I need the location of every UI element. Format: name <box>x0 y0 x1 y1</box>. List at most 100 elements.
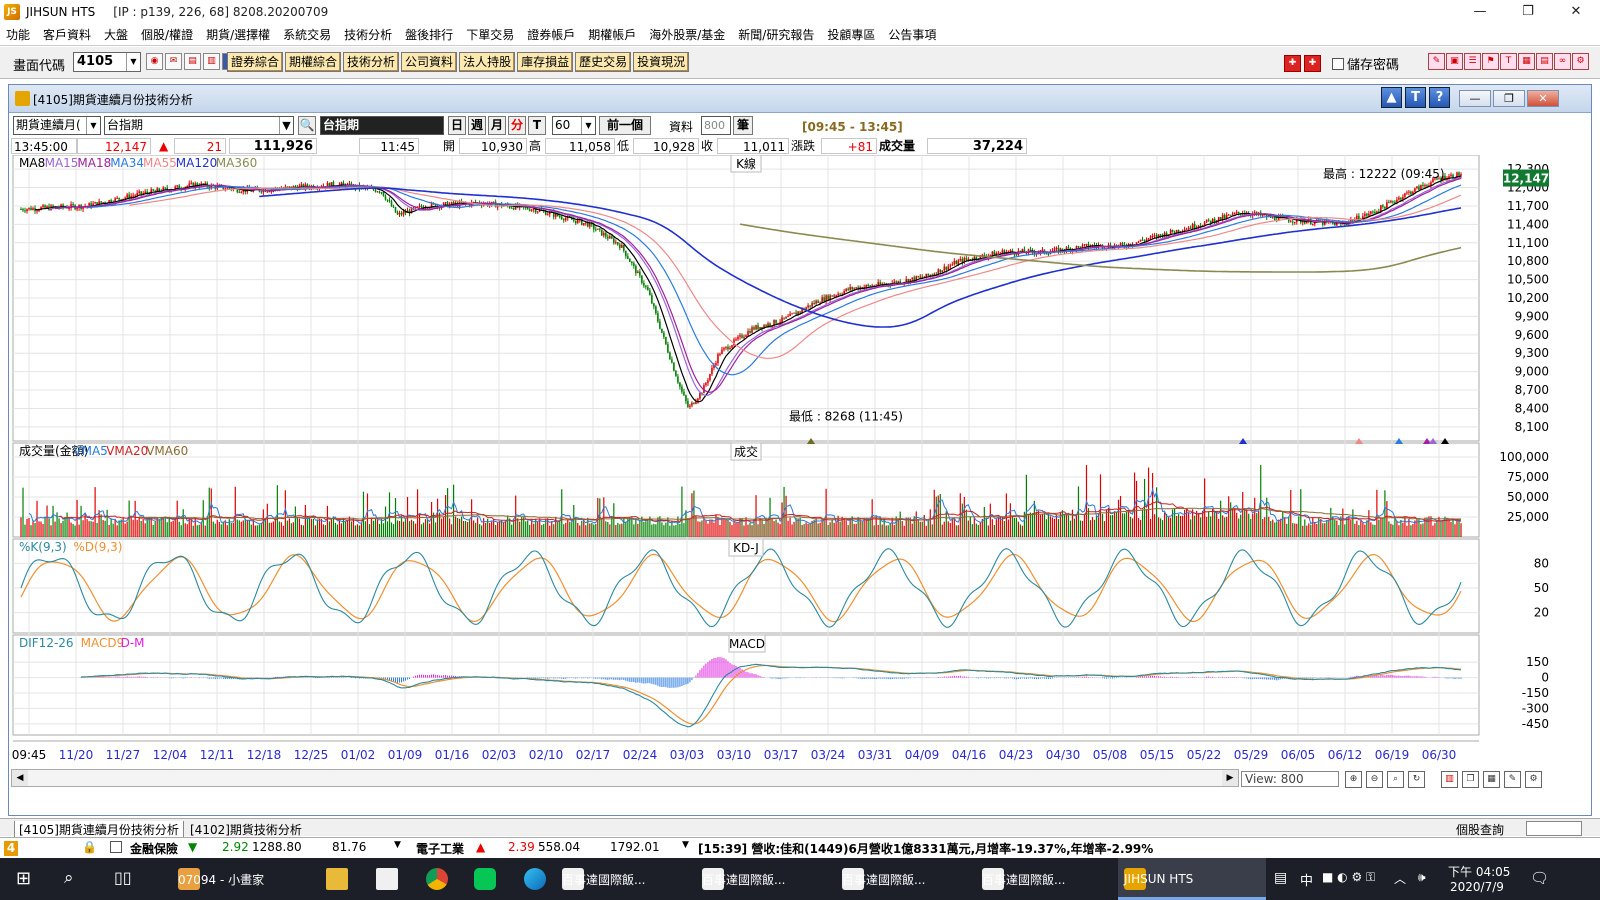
menu-item-6[interactable]: 技術分析 <box>344 28 393 42</box>
chrome-icon[interactable] <box>426 868 448 890</box>
pen-button[interactable]: 筆 <box>733 116 753 135</box>
child-close-button[interactable]: ✕ <box>1527 90 1559 107</box>
minimize-button[interactable]: — <box>1473 4 1487 19</box>
scroll-right-icon[interactable]: ▶ <box>1222 770 1238 786</box>
menu-item-8[interactable]: 下單交易 <box>466 28 515 42</box>
edge-icon[interactable] <box>524 868 546 890</box>
tray-note-icon[interactable]: ▤ <box>1274 870 1288 886</box>
search-icon[interactable]: ⌕ <box>64 868 74 888</box>
toolbar-button-1[interactable]: 期權綜合 <box>285 52 342 72</box>
nav-forward-icon[interactable]: ✚ <box>1304 55 1321 72</box>
chart-svg[interactable]: 09:45 11/20 11/27 12/04 12/11 12/18 12/25 01/02… <box>9 155 1593 767</box>
menu-item-9[interactable]: 證券帳戶 <box>527 28 576 42</box>
tool-flag-icon[interactable]: ⚑ <box>1482 53 1499 70</box>
task-browser-1[interactable]: 百事達國際飯... <box>562 858 692 900</box>
toolbar-button-4[interactable]: 法人持股 <box>459 52 516 72</box>
draw-icon[interactable]: ✎ <box>1504 771 1521 788</box>
tool-pen-icon[interactable]: ✎ <box>1428 53 1445 70</box>
tool-grid-icon[interactable]: ▦ <box>1518 53 1535 70</box>
task-browser-4[interactable]: 百事達國際飯... <box>982 858 1112 900</box>
menu-item-10[interactable]: 期權帳戶 <box>588 28 637 42</box>
screen-code-input[interactable]: 4105 ▼ <box>73 52 141 72</box>
volume-icon[interactable]: 🕪 <box>1418 870 1426 884</box>
menu-item-12[interactable]: 新聞/研究報告 <box>738 28 815 42</box>
chevron-down-icon[interactable]: ▼ <box>581 117 595 134</box>
tool-list-icon[interactable]: ☰ <box>1464 53 1481 70</box>
tab-4105[interactable]: [4105]期貨連續月份技術分析 <box>14 821 184 839</box>
up-arrow-icon[interactable]: ▲ <box>1381 87 1402 108</box>
home-icon[interactable] <box>376 868 398 890</box>
tray-chevron-icon[interactable]: ︿ <box>1394 872 1407 886</box>
mail-icon[interactable]: ✉ <box>165 53 182 70</box>
prev-contract-button[interactable]: 前一個 <box>599 116 651 135</box>
line-icon[interactable] <box>474 868 496 890</box>
menu-item-3[interactable]: 個股/權證 <box>141 28 194 42</box>
period-button-2[interactable]: 月 <box>488 116 506 135</box>
tray-icons[interactable]: ■ ◐ ⚙ ⚿ <box>1322 870 1376 884</box>
news-ticker[interactable]: [15:39] 營收:佳和(1449)6月營收1億8331萬元,月增率-19.3… <box>698 842 1154 856</box>
search-icon[interactable]: ◉ <box>146 53 163 70</box>
chart-icon[interactable]: ▥ <box>203 53 220 70</box>
tool-link-icon[interactable]: ∞ <box>1554 53 1571 70</box>
magnify-icon[interactable]: ⌕ <box>1387 771 1404 788</box>
period-button-3[interactable]: 分 <box>508 116 526 135</box>
toolbar-button-5[interactable]: 庫存損益 <box>517 52 574 72</box>
menu-item-1[interactable]: 客戶資料 <box>43 28 92 42</box>
copy-icon[interactable]: ❐ <box>1462 771 1479 788</box>
symbol-select[interactable]: 台指期 ▼ <box>104 116 294 135</box>
tab-4102[interactable]: [4102]期貨技術分析 <box>190 823 302 837</box>
notification-icon[interactable]: 🗨 <box>1530 869 1550 887</box>
symbol-search-button[interactable]: 🔍 <box>298 116 316 135</box>
status-num-4[interactable]: 4 <box>4 841 18 856</box>
chart-area[interactable]: 09:45 11/20 11/27 12/04 12/11 12/18 12/25 01/02… <box>9 155 1593 767</box>
contract-type-select[interactable]: 期貨連續月(▼ <box>13 116 101 135</box>
child-minimize-button[interactable]: — <box>1459 90 1491 107</box>
menu-item-7[interactable]: 盤後排行 <box>405 28 454 42</box>
task-browser-2[interactable]: 百事達國際飯... <box>702 858 832 900</box>
tool-settings-icon[interactable]: ⚙ <box>1572 53 1589 70</box>
sector1-dropdown-icon[interactable]: ▼ <box>394 840 401 850</box>
toolbar-button-0[interactable]: 證券綜合 <box>227 52 284 72</box>
data-count-input[interactable]: 800 <box>701 116 731 135</box>
menu-item-0[interactable]: 功能 <box>6 28 31 42</box>
scroll-left-icon[interactable]: ◀ <box>12 770 28 786</box>
save-password-checkbox[interactable] <box>1332 57 1344 70</box>
menu-item-5[interactable]: 系統交易 <box>283 28 332 42</box>
task-browser-3[interactable]: 百事達國際飯... <box>842 858 972 900</box>
zoom-out-icon[interactable]: ⊖ <box>1366 771 1383 788</box>
period-button-1[interactable]: 週 <box>468 116 486 135</box>
view-count[interactable]: View: 800 <box>1241 771 1339 787</box>
toolbar-button-6[interactable]: 歷史交易 <box>575 52 632 72</box>
menu-item-14[interactable]: 公告事項 <box>888 28 937 42</box>
period-button-0[interactable]: 日 <box>448 116 466 135</box>
close-button[interactable]: ✕ <box>1570 4 1582 19</box>
status-checkbox[interactable] <box>110 841 122 853</box>
text-icon[interactable]: T <box>1405 87 1426 108</box>
task-paint[interactable]: 07094 - 小畫家 <box>178 858 320 900</box>
chevron-down-icon[interactable]: ▼ <box>126 53 140 71</box>
lock-icon[interactable]: 🔒 <box>82 840 97 854</box>
child-restore-button[interactable]: ❐ <box>1493 90 1525 107</box>
zoom-in-icon[interactable]: ⊕ <box>1345 771 1362 788</box>
task-jihsun[interactable]: JIHSUN HTS <box>1118 858 1266 900</box>
toolbar-button-7[interactable]: 投資現況 <box>633 52 690 72</box>
tool-window-icon[interactable]: ▣ <box>1446 53 1463 70</box>
explorer-icon[interactable] <box>326 868 348 890</box>
tool-text-icon[interactable]: T <box>1500 53 1517 70</box>
menu-item-13[interactable]: 投顧專區 <box>827 28 876 42</box>
bars-icon[interactable]: ▥ <box>1441 771 1458 788</box>
task-view-icon[interactable]: ▯▯ <box>114 868 132 887</box>
toolbar-button-2[interactable]: 技術分析 <box>343 52 400 72</box>
start-icon[interactable]: ⊞ <box>16 868 32 889</box>
refresh-icon[interactable]: ↻ <box>1408 771 1425 788</box>
nav-back-icon[interactable]: ✚ <box>1284 55 1301 72</box>
settings-icon[interactable]: ⚙ <box>1525 771 1542 788</box>
toolbar-button-3[interactable]: 公司資料 <box>401 52 458 72</box>
sector2-dropdown-icon[interactable]: ▼ <box>682 840 689 850</box>
tool-print-icon[interactable]: ▤ <box>1536 53 1553 70</box>
table-icon[interactable]: ▦ <box>1483 771 1500 788</box>
menu-item-2[interactable]: 大盤 <box>104 28 129 42</box>
print-icon[interactable]: ▤ <box>184 53 201 70</box>
ime-indicator[interactable]: 中 <box>1300 874 1314 889</box>
chevron-down-icon[interactable]: ▼ <box>279 117 293 134</box>
